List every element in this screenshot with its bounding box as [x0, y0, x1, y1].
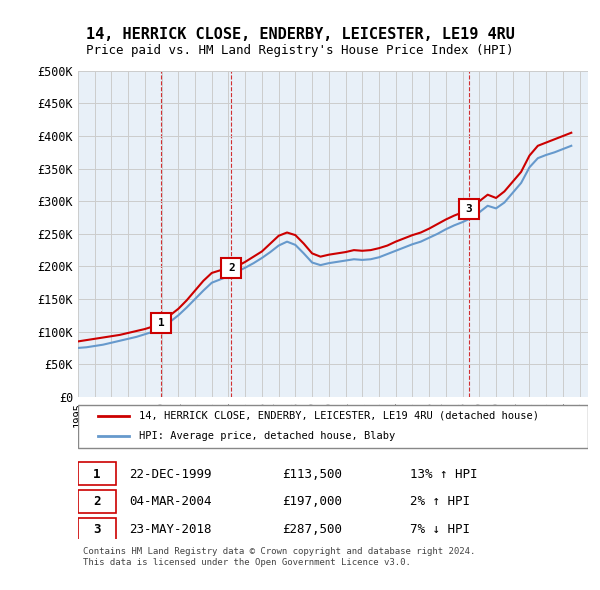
Text: 14, HERRICK CLOSE, ENDERBY, LEICESTER, LE19 4RU (detached house): 14, HERRICK CLOSE, ENDERBY, LEICESTER, L… [139, 411, 539, 421]
Text: HPI: Average price, detached house, Blaby: HPI: Average price, detached house, Blab… [139, 431, 395, 441]
Text: 1: 1 [158, 318, 164, 328]
Text: £197,000: £197,000 [282, 495, 342, 508]
Text: 7% ↓ HPI: 7% ↓ HPI [409, 523, 470, 536]
FancyBboxPatch shape [78, 463, 116, 485]
Text: 13% ↑ HPI: 13% ↑ HPI [409, 468, 477, 481]
Text: 2: 2 [93, 495, 101, 508]
Text: 2: 2 [228, 263, 235, 273]
FancyBboxPatch shape [78, 517, 116, 540]
Text: 22-DEC-1999: 22-DEC-1999 [129, 468, 212, 481]
Text: £113,500: £113,500 [282, 468, 342, 481]
Text: 23-MAY-2018: 23-MAY-2018 [129, 523, 212, 536]
Text: 14, HERRICK CLOSE, ENDERBY, LEICESTER, LE19 4RU: 14, HERRICK CLOSE, ENDERBY, LEICESTER, L… [86, 27, 514, 41]
Text: 3: 3 [93, 523, 101, 536]
Text: Price paid vs. HM Land Registry's House Price Index (HPI): Price paid vs. HM Land Registry's House … [86, 44, 514, 57]
Text: 3: 3 [466, 204, 472, 214]
Text: 2% ↑ HPI: 2% ↑ HPI [409, 495, 470, 508]
FancyBboxPatch shape [78, 490, 116, 513]
Text: 04-MAR-2004: 04-MAR-2004 [129, 495, 212, 508]
FancyBboxPatch shape [78, 405, 588, 448]
Text: 1: 1 [93, 468, 101, 481]
Text: £287,500: £287,500 [282, 523, 342, 536]
Text: Contains HM Land Registry data © Crown copyright and database right 2024.
This d: Contains HM Land Registry data © Crown c… [83, 548, 475, 566]
